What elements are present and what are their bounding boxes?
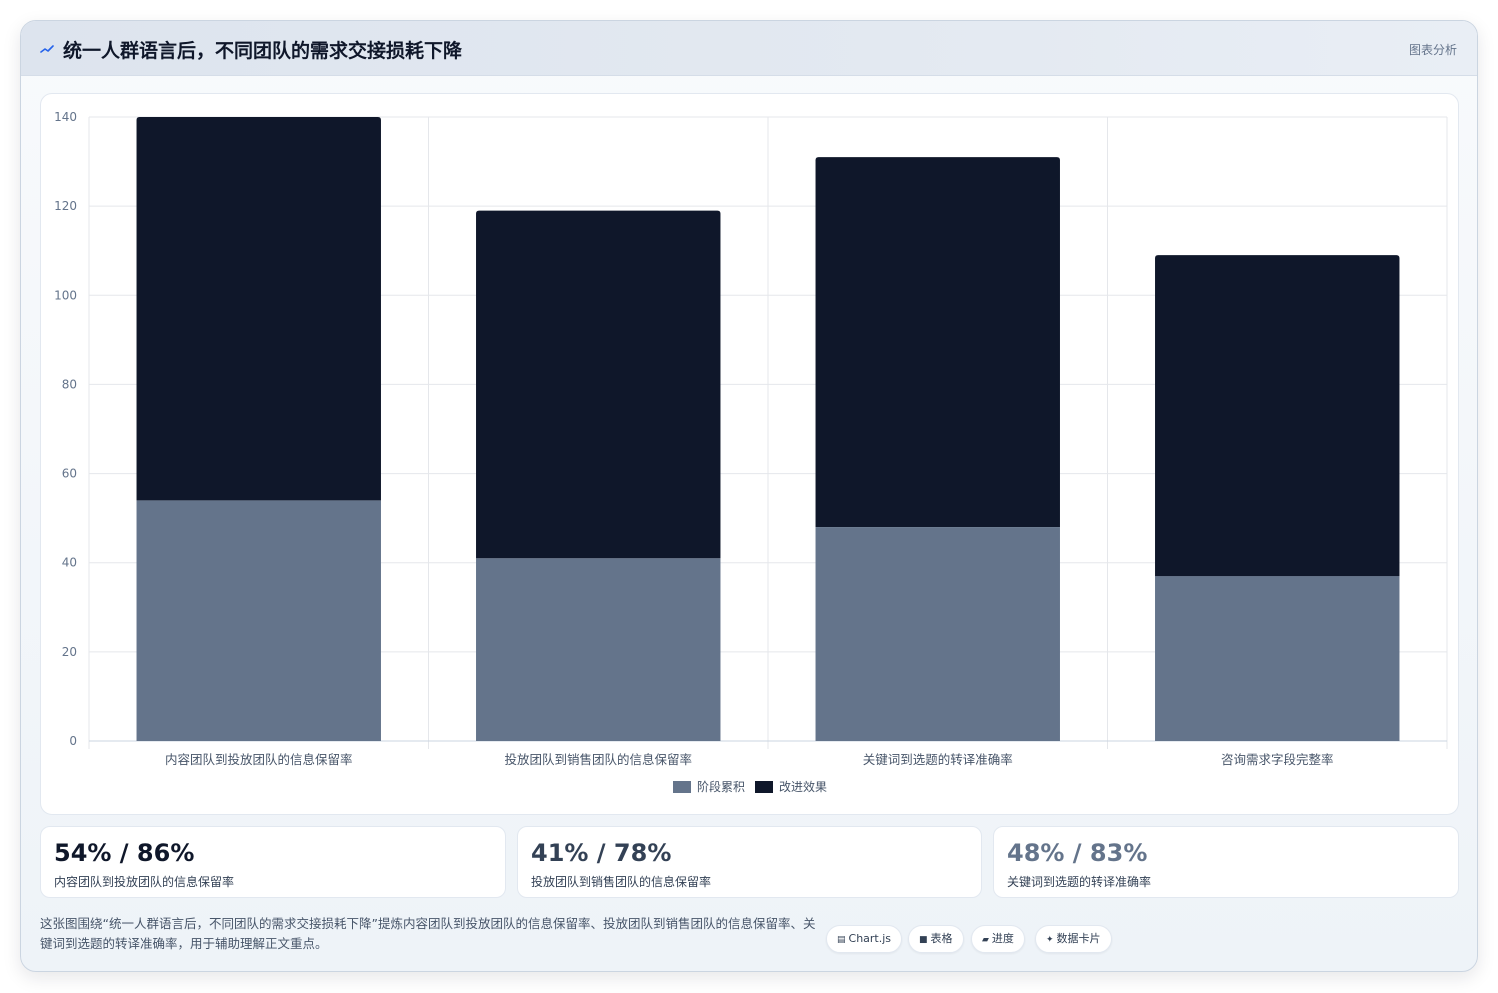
chip-label: 进度 xyxy=(991,932,1014,945)
chip-label: 数据卡片 xyxy=(1056,932,1101,945)
stat-value: 48% / 83% xyxy=(1007,839,1148,867)
trend-line-icon xyxy=(40,45,54,53)
stat-card-3: 48% / 83% 关键词到选题的转译准确率 xyxy=(993,826,1459,898)
legend-label: 阶段累积 xyxy=(697,779,745,794)
bar-1 xyxy=(815,527,1060,741)
chip-data-card[interactable]: ✦ 数据卡片 xyxy=(1035,925,1112,953)
stat-card-1: 54% / 86% 内容团队到投放团队的信息保留率 xyxy=(40,826,506,898)
bar-1 xyxy=(1155,576,1400,741)
y-tick-label: 40 xyxy=(62,556,77,570)
y-tick-label: 0 xyxy=(69,734,77,748)
legend-swatch xyxy=(673,781,691,793)
stacked-bar-chart: 0 20 40 60 80 100 120 140 内容团队到投放团队的信息保留率 投放团队到销售… xyxy=(54,110,1448,794)
y-tick-label: 60 xyxy=(62,467,77,481)
x-tick-label: 咨询需求字段完整率 xyxy=(1221,752,1334,767)
y-tick-label: 20 xyxy=(62,645,77,659)
chip-label: Chart.js xyxy=(848,932,892,945)
chart-icon: ▤ xyxy=(837,935,846,945)
chip-chartjs[interactable]: ▤ Chart.js xyxy=(826,925,903,953)
bar-1 xyxy=(476,558,721,741)
legend-label: 改进效果 xyxy=(779,779,827,794)
bar-1 xyxy=(136,500,381,741)
x-tick-label: 内容团队到投放团队的信息保留率 xyxy=(165,752,353,767)
bar-2 xyxy=(815,157,1060,528)
table-icon: ■ xyxy=(919,935,928,945)
page-title: 统一人群语言后，不同团队的需求交接损耗下降 xyxy=(63,40,463,62)
card-header: 统一人群语言后，不同团队的需求交接损耗下降 图表分析 xyxy=(21,21,1477,76)
stat-label: 投放团队到销售团队的信息保留率 xyxy=(531,875,712,889)
stat-card-2: 41% / 78% 投放团队到销售团队的信息保留率 xyxy=(517,826,982,898)
analysis-tag: 图表分析 xyxy=(1408,43,1457,57)
stat-label: 内容团队到投放团队的信息保留率 xyxy=(54,875,235,889)
chart-panel: 0 20 40 60 80 100 120 140 内容团队到投放团队的信息保留率 投放团队到销售… xyxy=(40,93,1459,815)
y-tick-label: 120 xyxy=(54,199,77,213)
x-tick-label: 投放团队到销售团队的信息保留率 xyxy=(504,752,692,767)
sparkle-icon: ✦ xyxy=(1046,935,1054,945)
chip-progress[interactable]: ▰ 进度 xyxy=(971,925,1025,953)
chip-table[interactable]: ■ 表格 xyxy=(908,925,964,953)
stat-value: 41% / 78% xyxy=(531,839,672,867)
bar-2 xyxy=(476,210,721,559)
chip-label: 表格 xyxy=(930,932,953,945)
legend-swatch xyxy=(755,781,773,793)
progress-icon: ▰ xyxy=(982,935,989,945)
chart-card: 统一人群语言后，不同团队的需求交接损耗下降 图表分析 0 20 40 60 80 100 1… xyxy=(20,20,1478,972)
y-tick-label: 140 xyxy=(54,110,77,124)
stat-value: 54% / 86% xyxy=(54,839,195,867)
y-tick-label: 100 xyxy=(54,288,77,302)
y-tick-label: 80 xyxy=(62,377,77,391)
chart-caption: 这张图围绕“统一人群语言后，不同团队的需求交接损耗下降”提炼内容团队到投放团队的… xyxy=(40,916,816,951)
bar-2 xyxy=(136,117,381,501)
x-tick-label: 关键词到选题的转译准确率 xyxy=(863,752,1013,767)
bar-2 xyxy=(1155,255,1400,577)
stat-label: 关键词到选题的转译准确率 xyxy=(1007,875,1152,889)
